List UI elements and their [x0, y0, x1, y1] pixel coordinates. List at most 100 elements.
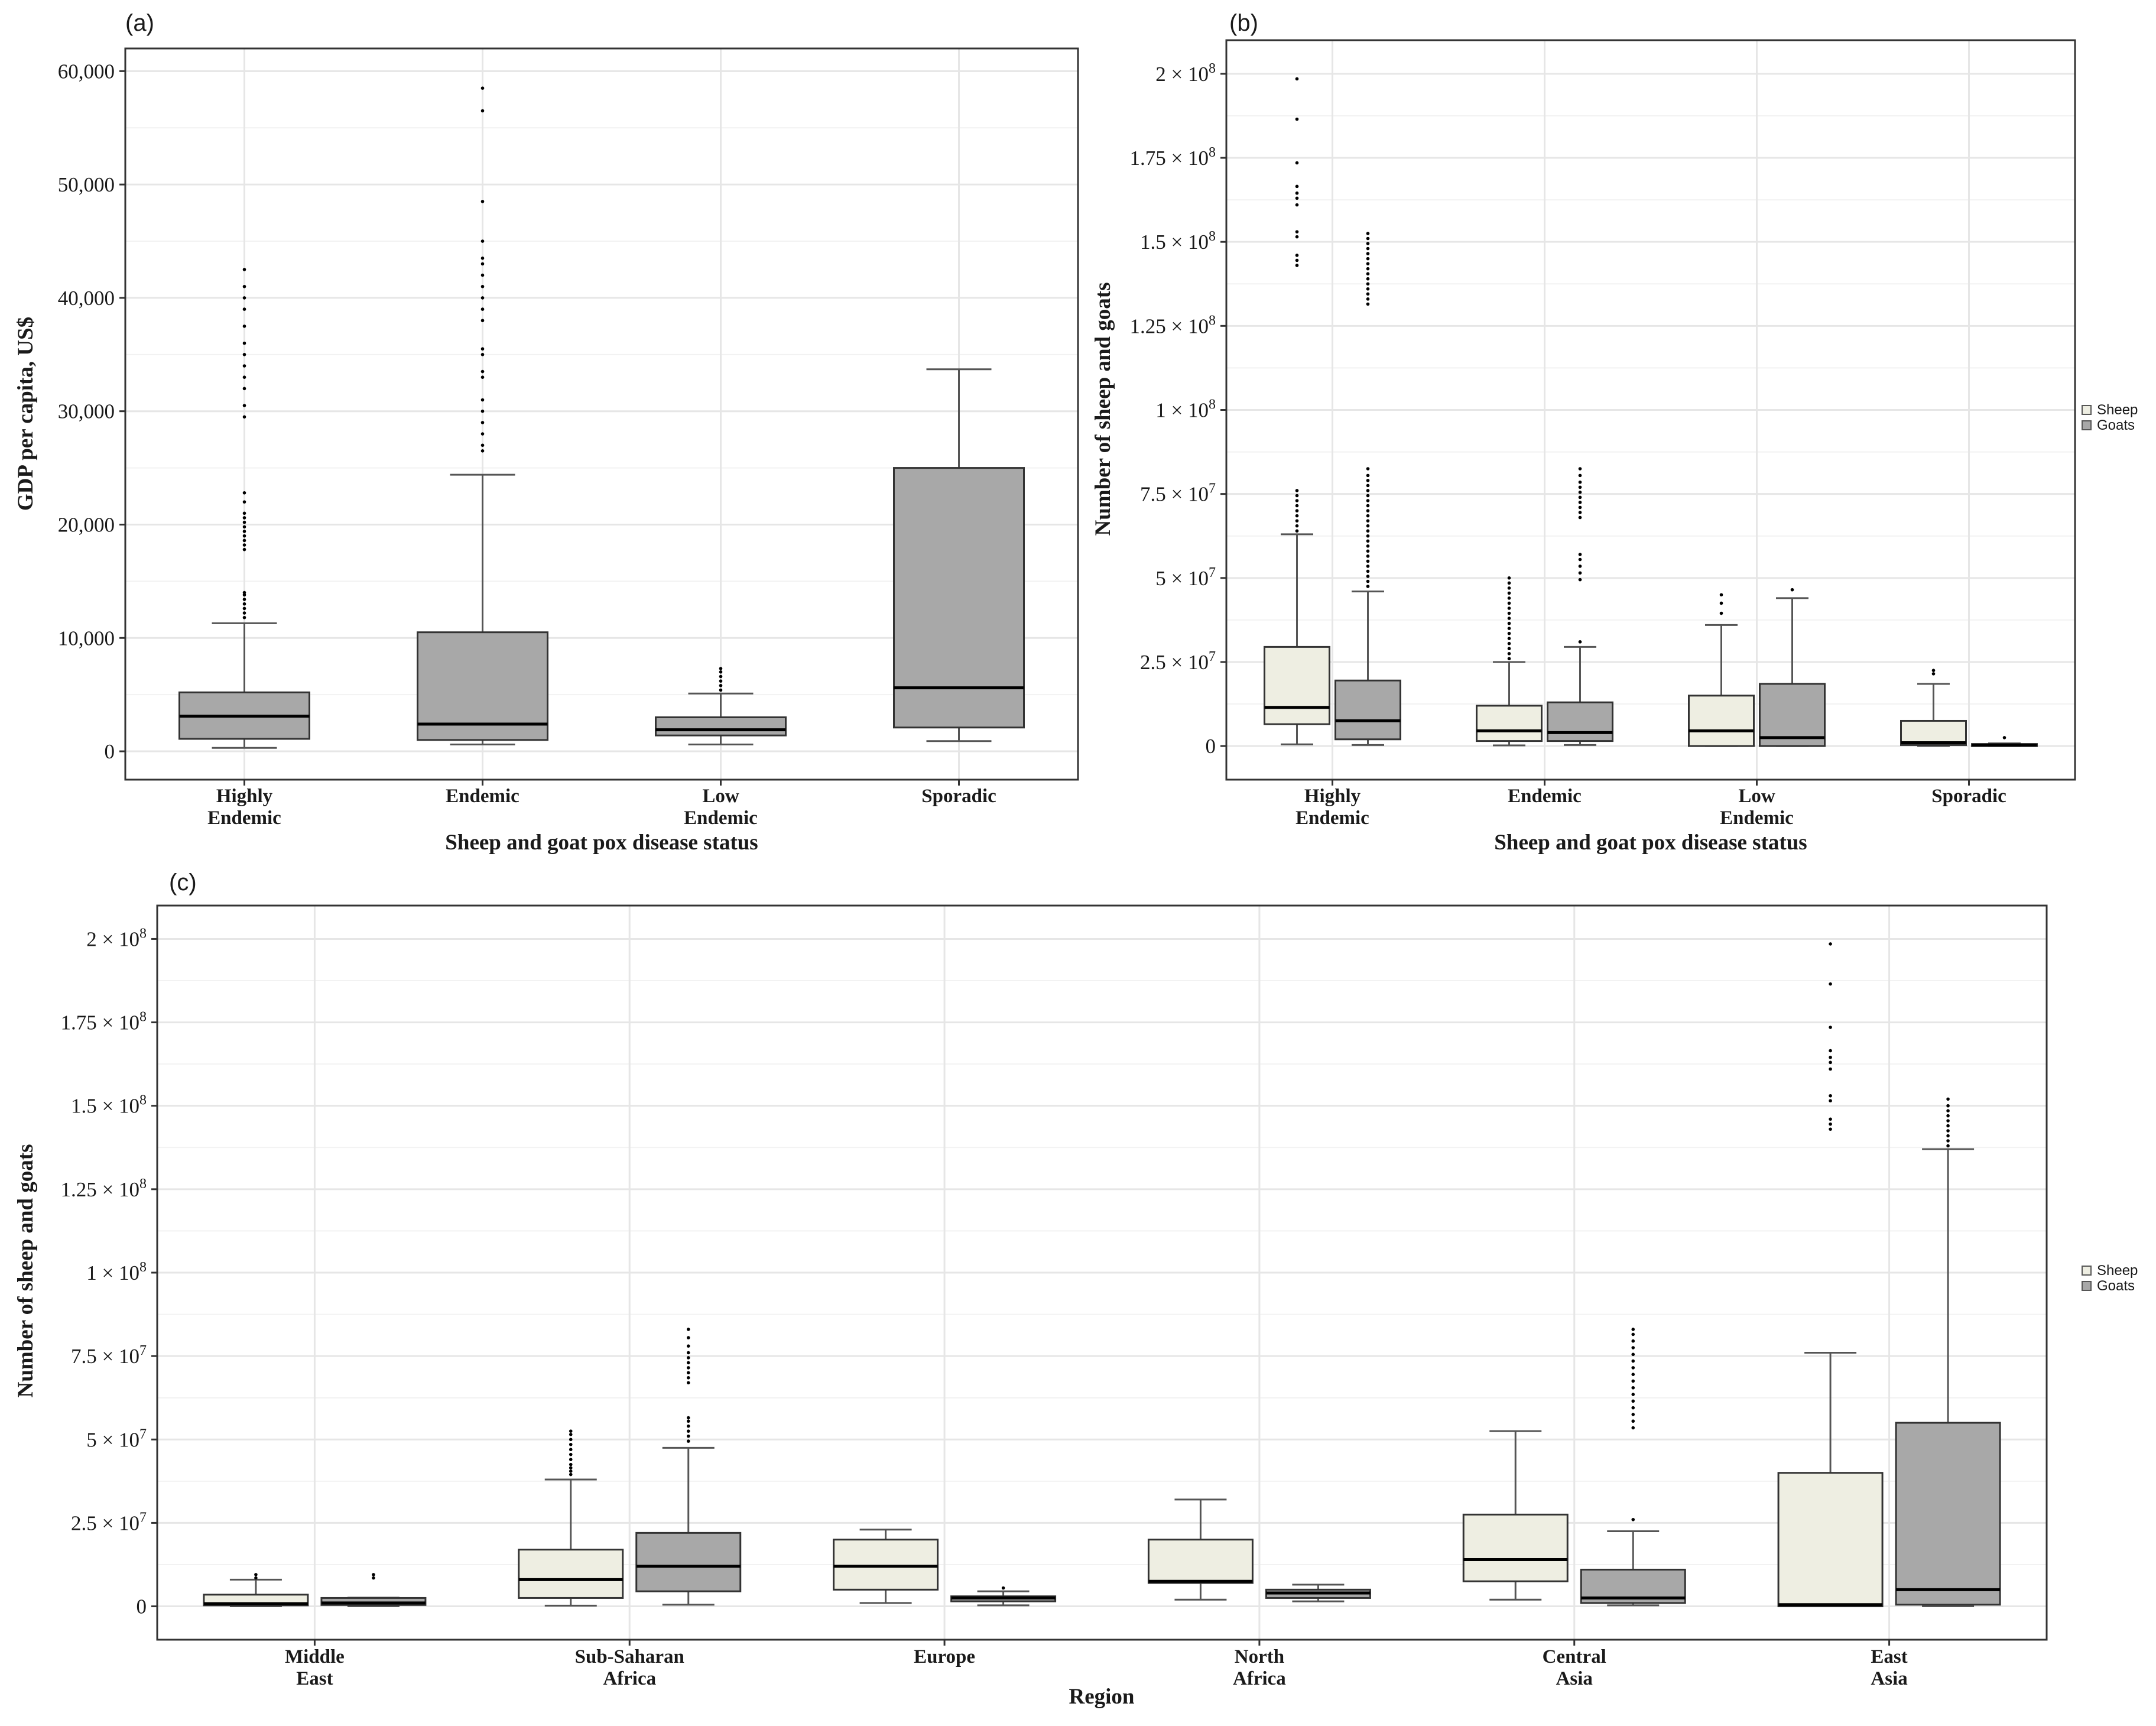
outlier-point: [1366, 559, 1370, 563]
outlier-point: [1366, 494, 1370, 498]
outlier-point: [1719, 593, 1723, 597]
panel-b-x-axis-title: Sheep and goat pox disease status: [1494, 830, 1807, 855]
box-gdp-per-capita: [417, 86, 548, 746]
outlier-point: [569, 1458, 573, 1461]
panel-b-legend: Sheep Goats: [2082, 402, 2138, 433]
outlier-point: [686, 1336, 690, 1339]
outlier-point: [480, 319, 485, 323]
outlier-point: [1507, 647, 1511, 651]
outlier-point: [1578, 505, 1582, 510]
outlier-point: [1631, 1406, 1635, 1410]
box-iqr: [833, 1539, 939, 1591]
legend-swatch-sheep: [2082, 405, 2092, 415]
outlier-point: [1578, 467, 1582, 471]
outlier-point: [372, 1573, 375, 1576]
box-sheep: [518, 1429, 624, 1607]
outlier-point: [242, 296, 246, 300]
y-tick-label: 1.25 × 108: [1130, 313, 1216, 338]
outlier-point: [686, 1439, 690, 1443]
outlier-point: [254, 1573, 258, 1576]
y-tick-label: 5 × 107: [1155, 565, 1216, 590]
x-tick-label: Sporadic: [1931, 786, 2006, 807]
box-iqr: [518, 1549, 624, 1599]
outlier-point: [1507, 601, 1511, 605]
outlier-point: [569, 1466, 573, 1470]
outlier-point: [686, 1429, 690, 1433]
outlier-point: [1366, 529, 1370, 533]
outlier-point: [480, 375, 485, 379]
y-tick-label: 10,000: [58, 627, 115, 650]
outlier-point: [1631, 1366, 1635, 1370]
outlier-point: [1366, 287, 1370, 291]
outlier-point: [1946, 1139, 1950, 1143]
panel-a-boxes: [178, 86, 1025, 749]
box-gdp-per-capita: [655, 667, 787, 746]
x-tick-label: Low: [1738, 786, 1775, 807]
outlier-point: [1946, 1144, 1950, 1148]
outlier-point: [569, 1433, 573, 1436]
outlier-point: [1507, 631, 1511, 635]
panel-b-y-ticks: 0 2.5 × 107 5 × 107 7.5 × 107 1 × 108 1.25 × …: [1130, 61, 1226, 758]
y-tick-label: 50,000: [58, 173, 115, 196]
outlier-point: [569, 1442, 573, 1446]
outlier-point: [1829, 1060, 1832, 1065]
x-tick-label: Europe: [914, 1646, 975, 1667]
x-tick-label: Endemic: [1508, 786, 1582, 807]
outlier-point: [1829, 1026, 1832, 1029]
outlier-point: [1295, 258, 1299, 262]
panel-c-y-axis-title: Number of sheep and goats: [14, 1144, 38, 1398]
outlier-point: [480, 200, 485, 203]
outlier-point: [1366, 262, 1370, 265]
outlier-point: [1295, 509, 1299, 512]
outlier-point: [1366, 544, 1370, 548]
legend-swatch-sheep: [2082, 1266, 2092, 1276]
box-iqr: [655, 716, 787, 737]
outlier-point: [1631, 1393, 1635, 1396]
outlier-point: [1366, 467, 1370, 471]
box-iqr: [1476, 705, 1543, 742]
outlier-point: [242, 547, 246, 551]
outlier-point: [1631, 1399, 1635, 1403]
outlier-point: [1507, 606, 1511, 610]
outlier-point: [1366, 232, 1370, 235]
box-goats: [635, 1328, 742, 1606]
outlier-point: [1507, 576, 1511, 580]
legend-label-goats: Goats: [2097, 417, 2135, 433]
outlier-point: [719, 670, 723, 674]
panel-c: (c) 0 2.5 × 107 5 × 107 7.5 × 107 1 × 108 1.2…: [14, 870, 2138, 1709]
outlier-point: [1366, 524, 1370, 528]
box-goats: [1971, 736, 2038, 747]
box-iqr: [417, 631, 548, 741]
y-tick-label: 2 × 108: [1155, 61, 1216, 86]
outlier-point: [480, 409, 485, 413]
outlier-point: [242, 606, 246, 611]
outlier-point: [1507, 611, 1511, 615]
outlier-point: [1946, 1109, 1950, 1112]
outlier-point: [719, 667, 723, 670]
outlier-point: [1578, 511, 1582, 514]
outlier-point: [1790, 588, 1794, 592]
box-sheep: [1462, 1430, 1569, 1601]
y-tick-label: 60,000: [58, 60, 115, 83]
outlier-point: [242, 500, 246, 504]
outlier-point: [569, 1429, 573, 1433]
outlier-point: [1366, 489, 1370, 492]
outlier-point: [1366, 585, 1370, 588]
y-tick-label: 0: [1206, 735, 1216, 758]
box-iqr: [1759, 683, 1826, 747]
box-iqr: [1147, 1539, 1254, 1584]
box-iqr: [1777, 1472, 1884, 1608]
outlier-point: [1631, 1426, 1635, 1430]
legend-swatch-goats: [2082, 1281, 2092, 1291]
outlier-point: [686, 1351, 690, 1355]
y-tick-label: 7.5 × 107: [1140, 481, 1216, 506]
outlier-point: [569, 1452, 573, 1456]
outlier-point: [1366, 473, 1370, 478]
outlier-point: [242, 387, 246, 391]
outlier-point: [480, 449, 485, 453]
x-tick-label: Endemic: [446, 786, 519, 807]
box-iqr: [893, 467, 1025, 729]
outlier-point: [1507, 596, 1511, 600]
panel-b-label: (b): [1229, 10, 1258, 36]
